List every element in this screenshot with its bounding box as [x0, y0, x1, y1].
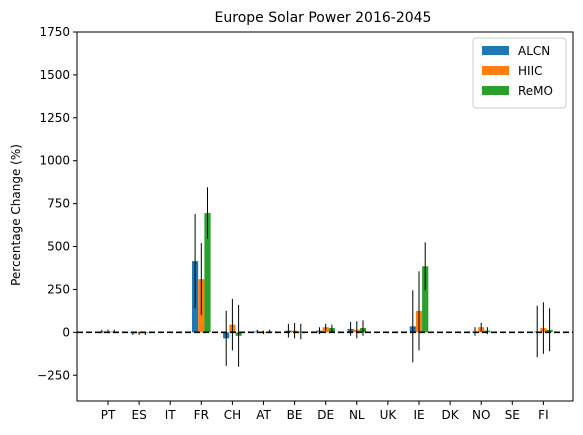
y-tick-label: 1250 [39, 111, 70, 125]
x-tick-label: SE [505, 408, 520, 422]
legend-label-remo: ReMO [518, 84, 553, 98]
bar-remo-fr [204, 213, 211, 333]
axes-frame [76, 31, 574, 402]
chart-title: Europe Solar Power 2016-2045 [215, 10, 432, 26]
legend-swatch-hiic [482, 66, 509, 75]
legend-label-hiic: HIIC [518, 64, 542, 78]
y-tick-label: 250 [47, 282, 70, 296]
legend-label-alcn: ALCN [518, 44, 550, 58]
bar-remo-ie [422, 266, 429, 333]
legend-swatch-alcn [482, 46, 509, 55]
y-tick-label: −250 [37, 368, 70, 382]
y-tick-label: 750 [47, 197, 70, 211]
x-tick-label: CH [224, 408, 241, 422]
x-tick-label: DE [317, 408, 334, 422]
x-tick-label: AT [256, 408, 271, 422]
plot-area [77, 187, 573, 367]
y-tick-label: 0 [62, 325, 70, 339]
x-tick-label: FI [538, 408, 548, 422]
x-tick-label: DK [442, 408, 460, 422]
x-tick-label: UK [380, 408, 398, 422]
legend-swatch-remo [482, 86, 509, 95]
legend: ALCN HIIC ReMO [472, 37, 567, 109]
x-tick-label: PT [101, 408, 116, 422]
x-tick-label: IT [165, 408, 177, 422]
axes: −250 0 250 500 750 1000 1250 1500 1750 PT ES IT FR CH… [37, 25, 574, 422]
y-tick-label: 500 [47, 240, 70, 254]
x-tick-label: FR [194, 408, 209, 422]
y-tick-label: 1000 [39, 154, 70, 168]
x-tick-label: IE [413, 408, 424, 422]
x-tick-label: NO [472, 408, 490, 422]
x-tick-label: NL [349, 408, 365, 422]
x-tick-label: BE [287, 408, 303, 422]
y-tick-label: 1750 [39, 25, 70, 39]
x-tick-label: ES [131, 408, 146, 422]
y-tick-label: 1500 [39, 68, 70, 82]
y-axis-label: Percentage Change (%) [9, 144, 23, 286]
